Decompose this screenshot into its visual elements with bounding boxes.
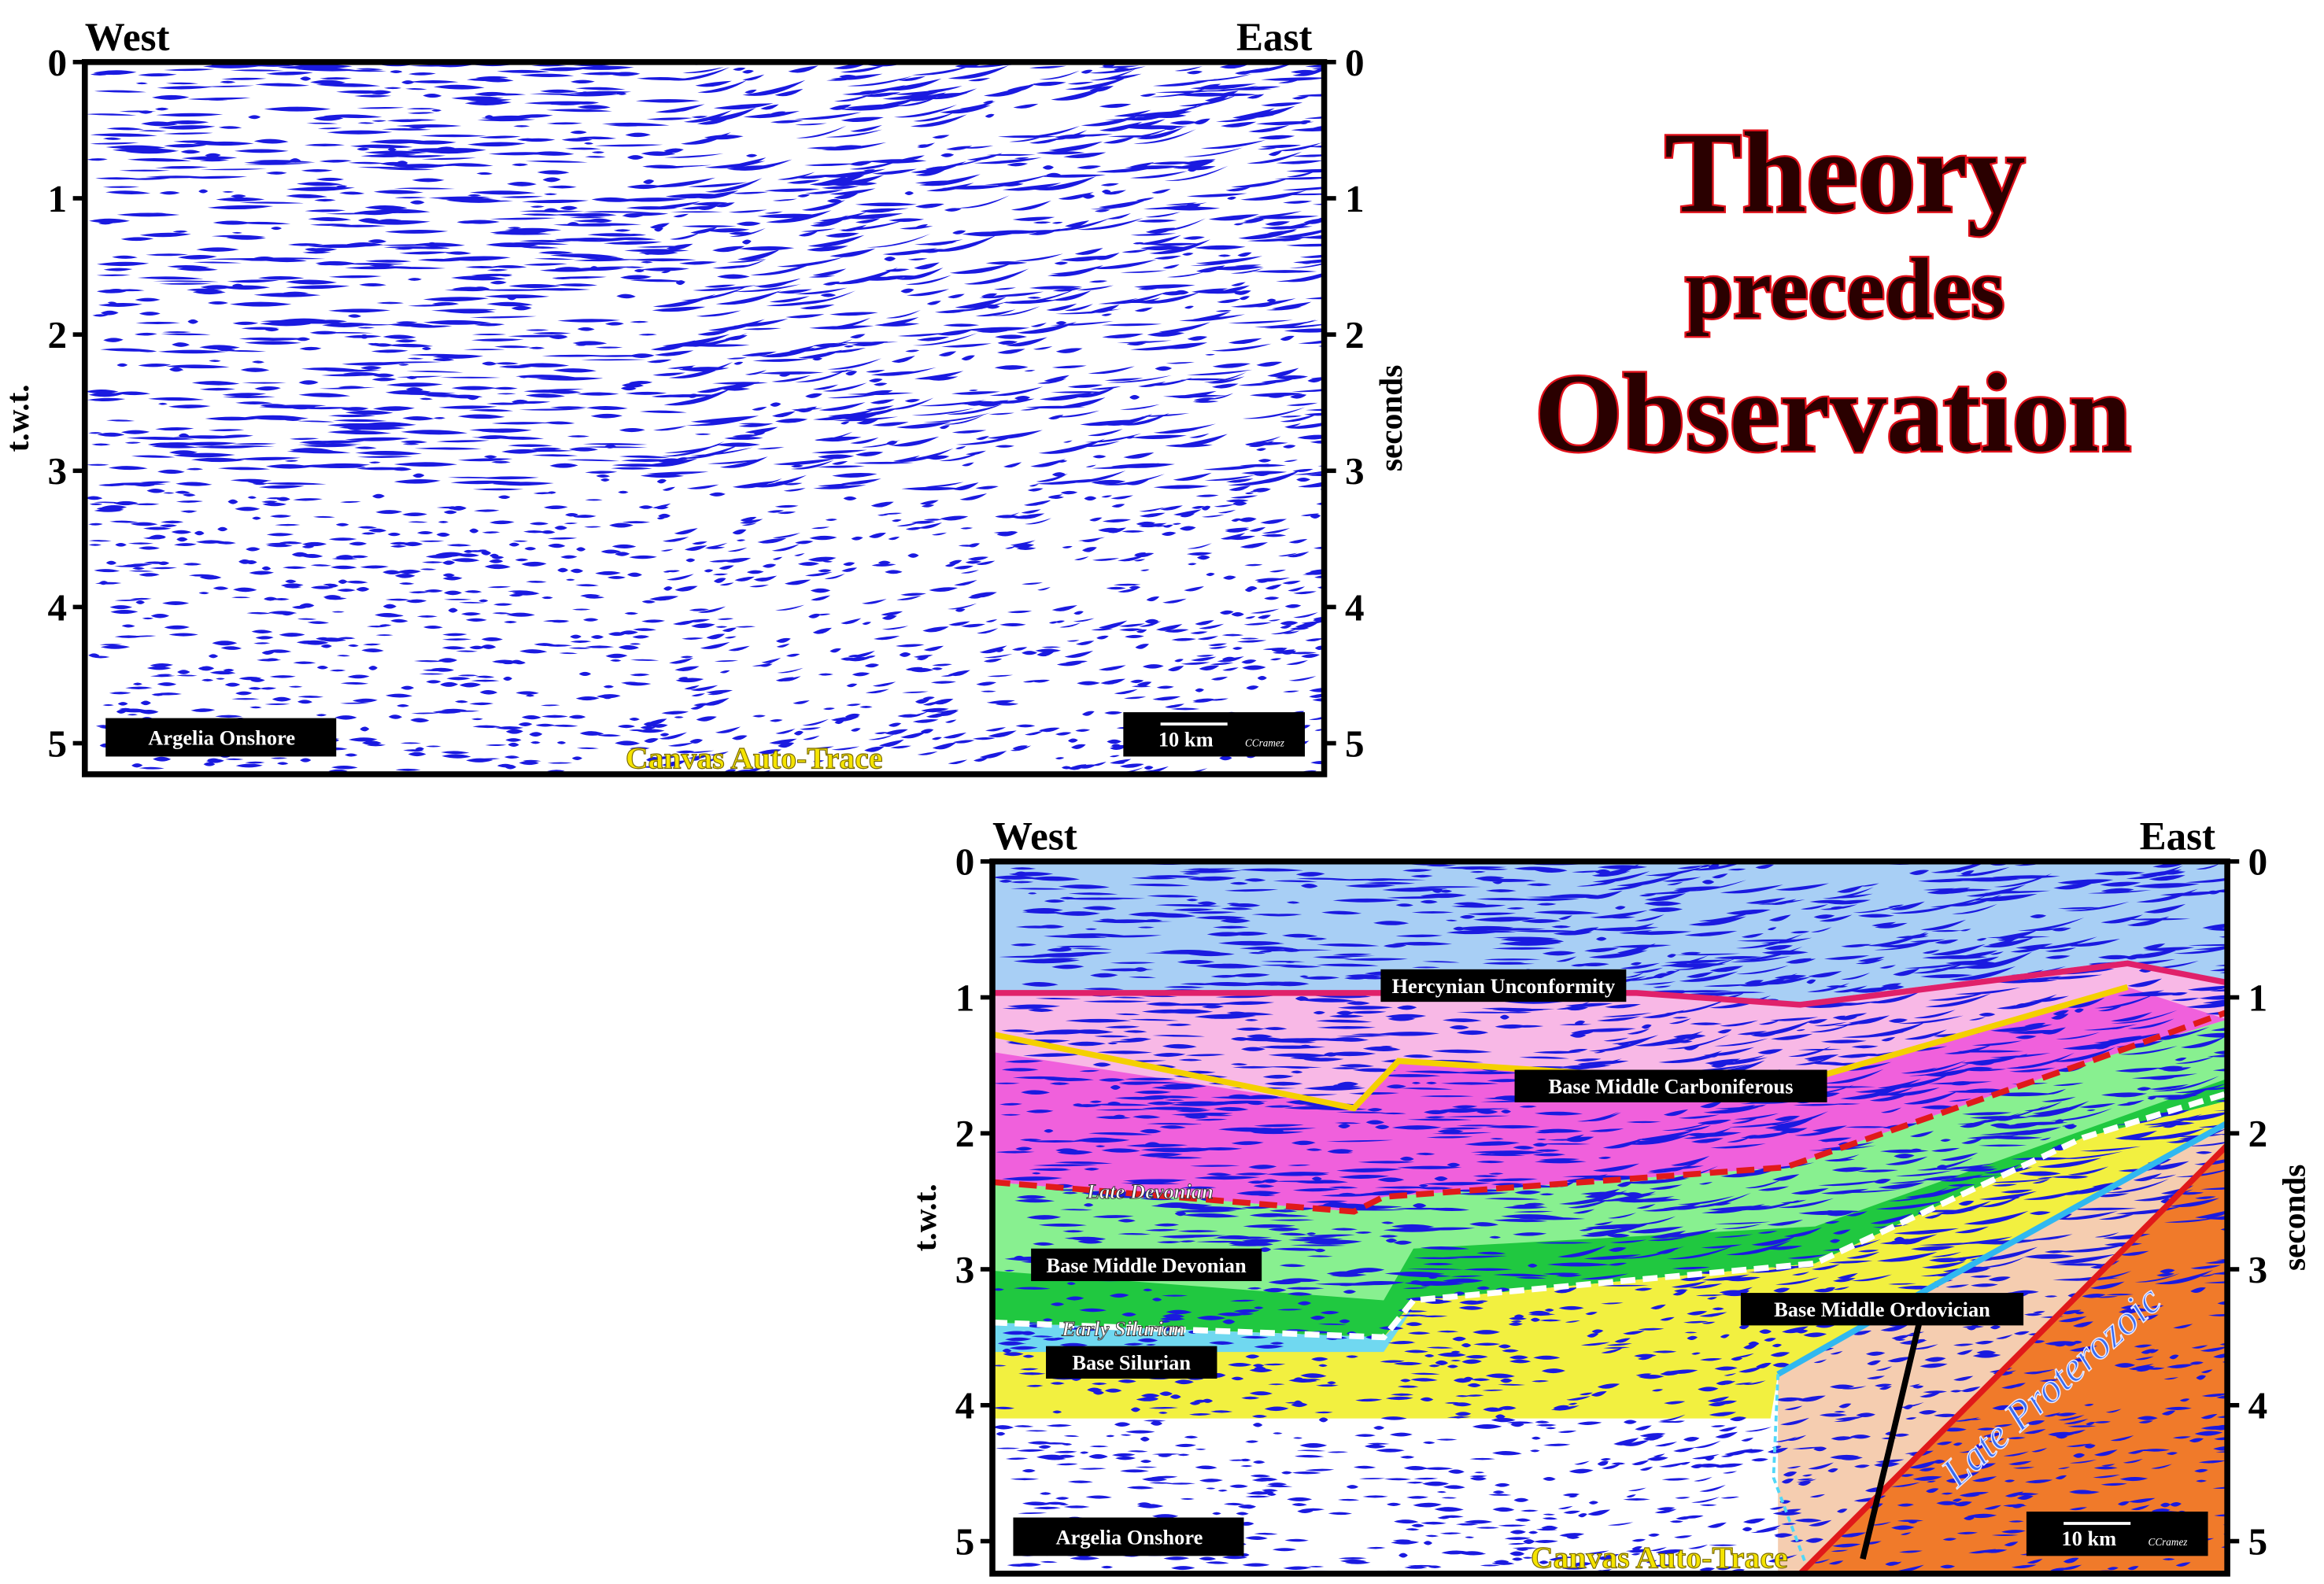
axis-label: t.w.t. (907, 1183, 943, 1251)
scale-label: 10 km (2061, 1527, 2116, 1550)
horizon-label-box (1046, 1346, 1217, 1379)
tick-label: 1 (2248, 977, 2268, 1020)
location-label: Argelia Onshore (1055, 1526, 1203, 1549)
axis-label: seconds (1373, 365, 1409, 471)
tick-label: 1 (48, 177, 68, 220)
direction-label: East (1236, 16, 1312, 60)
horizon-line (992, 1090, 2228, 1341)
layer (992, 1307, 1413, 1353)
location-box (1013, 1517, 1244, 1556)
tick-label: 3 (955, 1248, 975, 1291)
direction-label: West (85, 16, 170, 60)
horizon-label: Base Middle Ordovician (1774, 1298, 1990, 1321)
axis-label: seconds (2275, 1165, 2311, 1271)
horizon-label-box (1031, 1248, 1262, 1282)
tick-label: 0 (955, 840, 975, 884)
watermark: Canvas Auto-Trace (626, 741, 883, 776)
panel-frame (81, 59, 1328, 777)
horizon-label: Early Silurian (1061, 1318, 1185, 1341)
title-line: Theory (1664, 109, 2026, 236)
axis-label: t.w.t. (0, 384, 35, 452)
tick-label: 5 (955, 1520, 975, 1564)
scale-box (2026, 1511, 2208, 1556)
tick-label: 5 (2248, 1520, 2268, 1564)
watermark: Canvas Auto-Trace (1531, 1540, 1788, 1575)
tick-label: 2 (2248, 1112, 2268, 1155)
horizon-label-box (1514, 1069, 1827, 1102)
tick-label: 2 (48, 313, 68, 356)
tick-label: 1 (955, 977, 975, 1020)
scale-box (1123, 712, 1305, 757)
seismic-texture (992, 861, 2228, 1574)
horizon-label: Base Middle Devonian (1047, 1254, 1247, 1277)
title-line: precedes (1685, 242, 2004, 337)
horizon-label: Base Silurian (1072, 1352, 1191, 1375)
seismic-texture (84, 61, 1325, 774)
horizon-label: Late Devonian (1086, 1180, 1214, 1203)
credit: CCramez (2148, 1536, 2188, 1548)
tick-label: 4 (955, 1384, 975, 1427)
tick-label: 2 (955, 1112, 975, 1155)
tick-label: 0 (48, 41, 68, 84)
horizon-line (1797, 1143, 2228, 1574)
tick-label: 3 (48, 449, 68, 493)
tick-label: 0 (1345, 41, 1365, 84)
tick-label: 4 (1345, 585, 1365, 629)
tick-label: 3 (2248, 1248, 2268, 1291)
panel-frame (989, 858, 2230, 1577)
horizon-line (1772, 1374, 1809, 1570)
fault (1860, 1321, 1923, 1560)
scale-label: 10 km (1158, 728, 1214, 751)
layer (992, 1078, 2228, 1338)
tick-label: 1 (1345, 177, 1365, 220)
title-line: Observation (1535, 350, 2131, 474)
tick-label: 3 (1345, 449, 1365, 493)
horizon-line (1776, 1120, 2228, 1377)
direction-label: West (992, 815, 1077, 859)
tick-label: 0 (2248, 840, 2268, 884)
horizon-label: Base Middle Carboniferous (1549, 1076, 1794, 1098)
horizon-label-box (1380, 969, 1627, 1002)
horizon-line (992, 984, 2129, 1112)
location-label: Argelia Onshore (148, 726, 295, 749)
tick-label: 5 (48, 722, 68, 766)
location-box (105, 718, 337, 757)
tick-label: 4 (2248, 1384, 2268, 1427)
credit: CCramez (1245, 737, 1284, 748)
direction-label: East (2140, 815, 2215, 859)
tick-label: 5 (1345, 722, 1365, 766)
horizon-label-box (1740, 1293, 2024, 1326)
layer (992, 1019, 2228, 1331)
tick-label: 4 (48, 585, 68, 629)
horizon-label: Hercynian Unconformity (1391, 975, 1615, 998)
horizon-line (992, 1009, 2228, 1215)
tick-label: 2 (1345, 313, 1365, 356)
